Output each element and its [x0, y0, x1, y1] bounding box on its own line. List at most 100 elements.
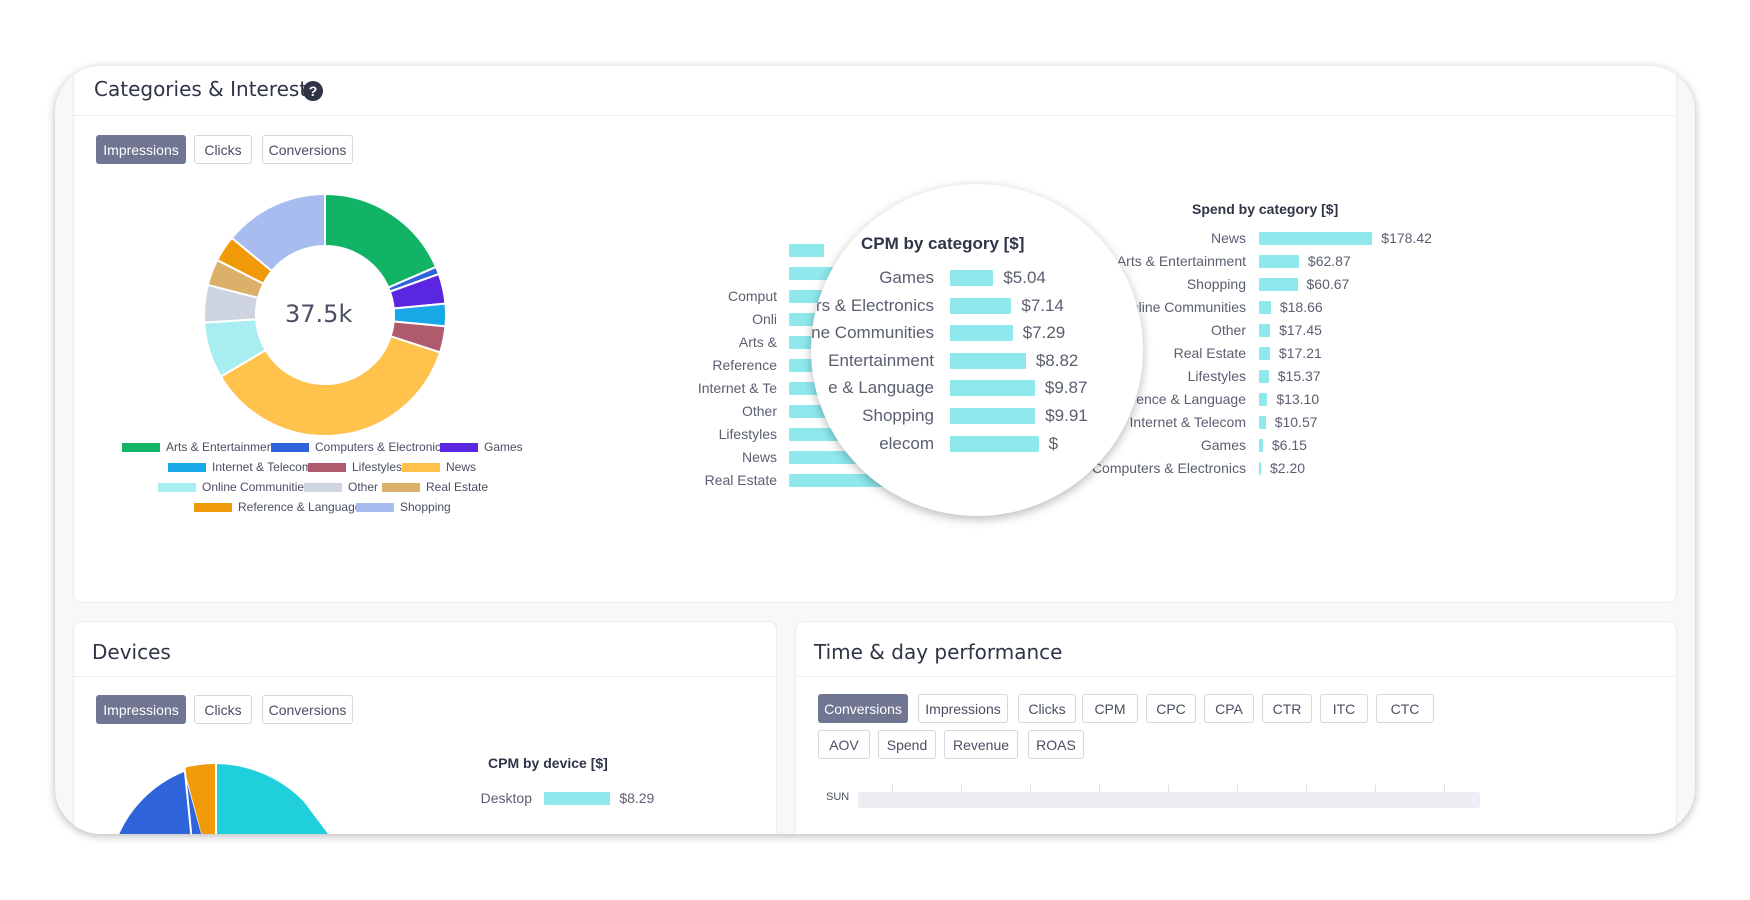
legend-item-reference-and-language[interactable]: Reference & Language [194, 500, 361, 514]
tab-spend[interactable]: Spend [878, 730, 936, 759]
spend-value: $178.42 [1381, 230, 1432, 246]
legend-item-shopping[interactable]: Shopping [356, 500, 451, 514]
time-day-panel: Time & day performance Conversions Impres… [795, 621, 1677, 834]
tab-cpa[interactable]: CPA [1204, 694, 1254, 723]
spend-bar-real-estate[interactable] [1259, 347, 1270, 360]
heatmap-row-label: SUN [826, 791, 850, 803]
magnifier-value: $8.82 [1035, 350, 1079, 370]
legend-item-computers-and-electronics[interactable]: Computers & Electronics [271, 440, 447, 454]
cpm-bar-games[interactable] [789, 244, 825, 257]
legend-swatch [304, 483, 342, 493]
spend-value: $6.15 [1271, 437, 1307, 453]
legend-item-games[interactable]: Games [440, 440, 523, 454]
spend-value: $17.21 [1278, 345, 1322, 361]
spend-bar-reference-and-language[interactable] [1259, 393, 1268, 406]
magnifier-bar-1[interactable] [950, 297, 1012, 314]
cpm-label: Other [741, 403, 777, 419]
legend-label: Internet & Telecom [212, 460, 312, 474]
magnifier-bar-0[interactable] [950, 270, 994, 286]
legend-label: Lifestyles [352, 460, 403, 474]
spend-label-news: News [1210, 230, 1246, 246]
spend-bar-arts-and-entertainment[interactable] [1259, 255, 1299, 268]
legend-swatch [194, 503, 232, 513]
cpm-label: Arts & [738, 334, 777, 350]
spend-bar-news[interactable] [1259, 232, 1373, 245]
magnifier-bar-2[interactable] [950, 325, 1013, 342]
cpm-label: Comput [727, 288, 777, 304]
spend-bar-online-communities[interactable] [1259, 301, 1271, 314]
legend-swatch [158, 483, 196, 493]
magnifier-value: $5.04 [1003, 268, 1046, 287]
legend-label: Computers & Electronics [315, 440, 448, 454]
donut-slice-shopping[interactable] [230, 193, 326, 273]
tab-revenue[interactable]: Revenue [944, 730, 1018, 759]
legend-label: Arts & Entertainment [166, 440, 277, 454]
magnifier-label: Games [879, 268, 934, 287]
tab-conversions[interactable]: Conversions [262, 135, 353, 164]
cpm-label: Internet & Te [697, 380, 777, 396]
spend-bar-games[interactable] [1259, 439, 1263, 452]
magnifier-label: ne Communities [811, 323, 934, 343]
legend-item-internet-and-telecom[interactable]: Internet & Telecom [168, 460, 312, 474]
heatmap-row-sun[interactable] [858, 792, 1480, 808]
tab-conversions[interactable]: Conversions [262, 695, 353, 724]
tab-cpm[interactable]: CPM [1082, 694, 1138, 723]
tab-clicks[interactable]: Clicks [1018, 694, 1076, 723]
cpm-label: Real Estate [704, 472, 777, 488]
legend-label: Games [484, 440, 523, 454]
magnifier-bar-3[interactable] [950, 352, 1026, 369]
tab-conversions[interactable]: Conversions [818, 694, 908, 723]
legend-swatch [271, 443, 309, 453]
magnifier-bar-4[interactable] [950, 380, 1035, 397]
spend-label-shopping: Shopping [1186, 276, 1246, 292]
tab-impressions[interactable]: Impressions [918, 694, 1008, 723]
tab-impressions[interactable]: Impressions [96, 695, 186, 724]
magnifier-title: CPM by category [$] [861, 234, 1025, 253]
tab-cpc[interactable]: CPC [1146, 694, 1196, 723]
spend-bar-lifestyles[interactable] [1259, 370, 1269, 383]
help-icon[interactable]: ? [303, 81, 323, 101]
legend-item-news[interactable]: News [402, 460, 476, 474]
magnifier-label: ers & Electronics [811, 295, 934, 315]
device-label-desktop: Desktop [480, 790, 532, 806]
dashboard-frame: Categories & Interests ? Impressions Clic… [55, 66, 1695, 834]
spend-label-reference-and-language: Reference & Language [1102, 391, 1246, 407]
donut-slice-news[interactable] [219, 335, 442, 437]
device-slice-orange [184, 763, 216, 834]
magnifier-label: elecom [879, 433, 934, 453]
device-bar-desktop[interactable] [544, 792, 611, 805]
tab-clicks[interactable]: Clicks [194, 695, 252, 724]
spend-value: $60.67 [1306, 276, 1350, 292]
spend-value: $10.57 [1274, 414, 1318, 430]
spend-bar-computers-and-electronics[interactable] [1259, 462, 1261, 475]
tab-itc[interactable]: ITC [1320, 694, 1368, 723]
tab-impressions[interactable]: Impressions [96, 135, 186, 164]
spend-label-online-communities: Online Communities [1119, 299, 1246, 315]
magnifier-label: Shopping [862, 406, 934, 425]
legend-item-lifestyles[interactable]: Lifestyles [308, 460, 402, 474]
spend-bar-other[interactable] [1259, 324, 1271, 337]
cpm-bar-computers-and-electronics[interactable] [789, 267, 839, 280]
legend-swatch [356, 503, 394, 513]
legend-item-other[interactable]: Other [304, 480, 378, 494]
legend-swatch [402, 463, 440, 473]
spend-label-games: Games [1200, 437, 1246, 453]
legend-label: Shopping [400, 500, 451, 514]
cpm-label: Onli [752, 311, 777, 327]
tab-aov[interactable]: AOV [818, 730, 870, 759]
magnifier-bar-6[interactable] [950, 435, 1039, 452]
spend-bar-shopping[interactable] [1259, 278, 1298, 291]
magnifier-value: $9.91 [1045, 406, 1088, 425]
tab-ctr[interactable]: CTR [1262, 694, 1312, 723]
legend-swatch [382, 483, 420, 493]
tab-ctc[interactable]: CTC [1376, 694, 1434, 723]
tab-roas[interactable]: ROAS [1028, 730, 1084, 759]
legend-item-online-communities[interactable]: Online Communities [158, 480, 310, 494]
legend-item-real-estate[interactable]: Real Estate [382, 480, 488, 494]
spend-bar-internet-and-telecom[interactable] [1259, 416, 1266, 429]
legend-item-arts-and-entertainment[interactable]: Arts & Entertainment [122, 440, 277, 454]
tab-clicks[interactable]: Clicks [194, 135, 252, 164]
legend-label: Other [348, 480, 379, 494]
magnifier-value: $7.14 [1021, 295, 1064, 315]
magnifier-bar-5[interactable] [950, 408, 1036, 424]
